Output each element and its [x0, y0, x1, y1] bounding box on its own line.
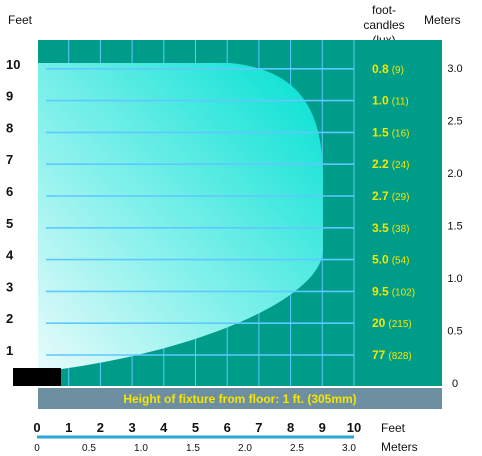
bottom-feet-tick-label: 2	[97, 420, 104, 435]
light-beam-area	[38, 63, 323, 372]
bottom-feet-axis: 0 1 2 3 4 5 6 7 8 9 10	[33, 420, 361, 435]
bottom-meters-tick-label: 1.0	[134, 443, 148, 454]
left-axis-tick-label: 9	[6, 89, 13, 104]
bottom-feet-tick-label: 5	[192, 420, 199, 435]
lux-value: (54)	[392, 256, 410, 267]
bottom-meters-tick-label: 2.5	[290, 443, 304, 454]
foot-candle-value: 3.5	[372, 221, 389, 235]
caption-text: Height of fixture from floor: 1 ft. (305…	[123, 392, 356, 406]
lux-value: (16)	[392, 128, 410, 139]
foot-candle-value: 1.0	[372, 94, 389, 108]
lux-value: (11)	[392, 97, 409, 108]
right-axis-tick-label: 2.5	[447, 116, 462, 128]
bottom-feet-unit-label: Feet	[381, 421, 406, 435]
bottom-feet-tick-label: 7	[255, 420, 262, 435]
fixture-block	[13, 368, 61, 386]
illuminance-value: 0.8 (9)	[372, 62, 404, 76]
left-axis-tick-label: 2	[6, 311, 13, 326]
foot-candle-value: 5.0	[372, 253, 389, 267]
foot-candle-value: 20	[372, 316, 386, 330]
left-axis-tick-label: 10	[6, 57, 20, 72]
caption-bar	[38, 388, 442, 409]
lux-value: (9)	[392, 65, 404, 76]
left-axis-tick-label: 7	[6, 152, 13, 167]
illuminance-value: 5.0 (54)	[372, 253, 409, 267]
bottom-meters-tick-label: 2.0	[238, 443, 252, 454]
illuminance-value: 2.2 (24)	[372, 157, 409, 171]
left-axis-tick-label: 4	[6, 248, 14, 263]
right-axis-tick-label: 0.5	[447, 326, 462, 338]
illuminance-value: 20 (215)	[372, 316, 412, 330]
left-axis-tick-label: 5	[6, 216, 13, 231]
illuminance-values: 0.8 (9) 1.0 (11) 1.5 (16) 2.2 (24) 2.7 (29) 3.5 (38…	[372, 62, 415, 362]
bottom-feet-tick-label: 10	[347, 420, 361, 435]
left-axis-tick-label: 8	[6, 120, 13, 135]
bottom-meters-axis: 0 0.5 1.0 1.5 2.0 2.5 3.0	[34, 443, 356, 454]
bottom-meters-tick-label: 0.5	[82, 443, 96, 454]
bottom-feet-tick-label: 6	[224, 420, 231, 435]
left-axis-tick-label: 1	[6, 343, 13, 358]
horizontal-grid	[46, 68, 354, 356]
illuminance-value: 2.7 (29)	[372, 189, 409, 203]
bottom-feet-tick-label: 1	[65, 420, 72, 435]
left-axis-tick-label: 6	[6, 184, 13, 199]
right-axis-ticks: 3.0 2.5 2.0 1.5 1.0 0.5 0	[447, 63, 462, 390]
foot-candle-value: 1.5	[372, 125, 389, 139]
foot-candle-value: 2.7	[372, 189, 389, 203]
bottom-meters-unit-label: Meters	[381, 440, 418, 454]
foot-candle-value: 9.5	[372, 284, 389, 298]
illuminance-value: 77 (828)	[372, 348, 412, 362]
illuminance-value: 1.0 (11)	[372, 94, 409, 108]
right-axis-tick-label: 0	[452, 378, 458, 390]
foot-candle-value: 0.8	[372, 62, 389, 76]
illuminance-value: 3.5 (38)	[372, 221, 409, 235]
bottom-feet-tick-label: 8	[287, 420, 294, 435]
right-axis-tick-label: 1.0	[447, 273, 462, 285]
right-axis-tick-label: 3.0	[447, 63, 462, 75]
bottom-meters-tick-label: 3.0	[342, 443, 356, 454]
right-axis-tick-label: 1.5	[447, 221, 462, 233]
bottom-feet-tick-label: 4	[160, 420, 168, 435]
lux-value: (102)	[392, 287, 415, 298]
left-axis-tick-label: 3	[6, 279, 13, 294]
bottom-meters-tick-label: 0	[34, 443, 40, 454]
illuminance-value: 1.5 (16)	[372, 125, 409, 139]
fc-label-line1: foot-candles	[363, 3, 405, 32]
lux-value: (215)	[388, 319, 411, 330]
foot-candle-value: 77	[372, 348, 386, 362]
bottom-feet-tick-label: 9	[319, 420, 326, 435]
bottom-feet-tick-label: 0	[33, 420, 40, 435]
left-axis-ticks: 10 9 8 7 6 5 4 3 2 1	[6, 57, 20, 358]
foot-candle-value: 2.2	[372, 157, 389, 171]
right-axis-unit-label: Meters	[424, 13, 461, 27]
lux-value: (24)	[392, 160, 410, 171]
bottom-meters-tick-label: 1.5	[186, 443, 200, 454]
lux-value: (29)	[392, 192, 410, 203]
left-axis-unit-label: Feet	[8, 13, 33, 27]
illuminance-value: 9.5 (102)	[372, 284, 415, 298]
lux-value: (38)	[392, 224, 410, 235]
bottom-feet-tick-label: 3	[128, 420, 135, 435]
lux-value: (828)	[388, 351, 411, 362]
right-axis-tick-label: 2.0	[447, 168, 462, 180]
